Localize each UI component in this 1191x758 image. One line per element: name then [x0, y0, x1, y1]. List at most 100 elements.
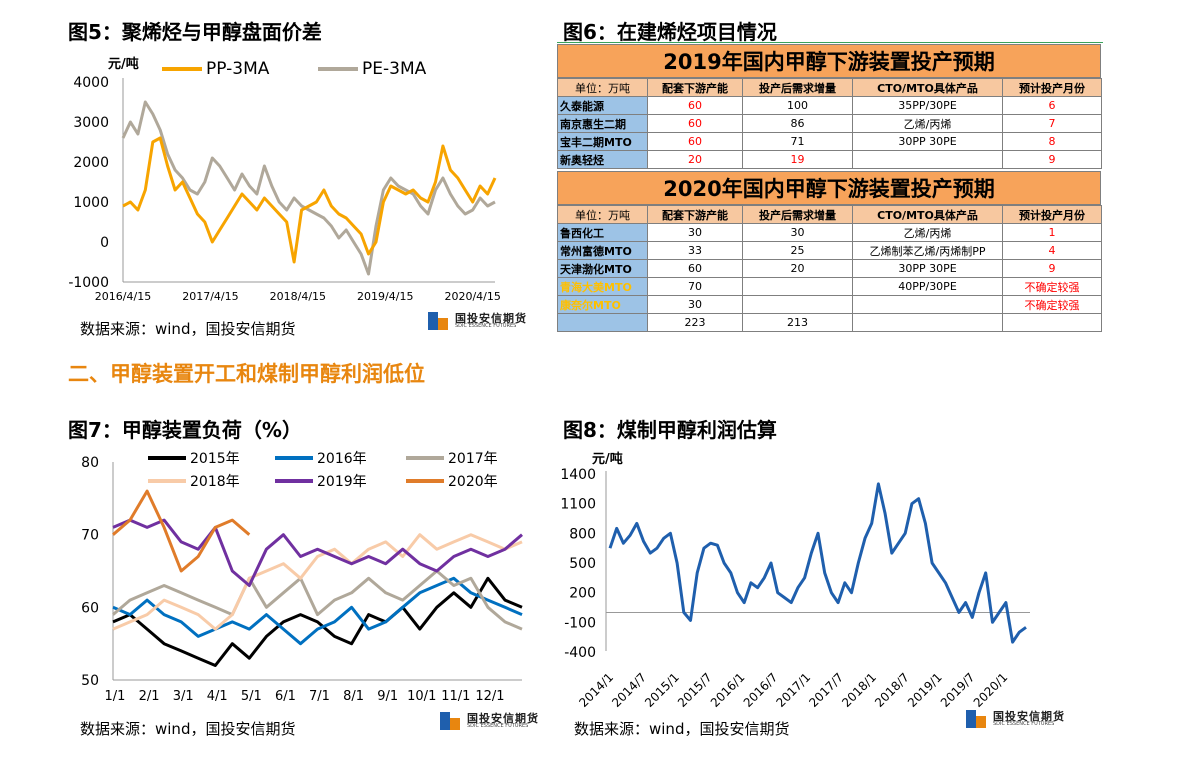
fig5-ytick-label: -1000	[68, 275, 109, 291]
t2019-cell: 60	[647, 96, 743, 115]
t2020-cell: 鲁西化工	[557, 223, 648, 242]
t2020-header-cell: 配套下游产能	[647, 205, 743, 224]
fig5-xtick-label: 2017/4/15	[182, 290, 238, 303]
fig8-xtick-label: 2014/1	[576, 670, 616, 710]
fig8-xtick-label: 2018/7	[872, 670, 912, 710]
fig5-chart: 元/吨 4000 3000 2000 1000 0 -1000 2016/4/15 2017…	[68, 56, 501, 303]
t2019-table: 单位：万吨 配套下游产能 投产后需求增量 CTO/MTO具体产品 预计投产月份 久泰能源 6…	[557, 78, 1102, 169]
t2020-cell: 30	[647, 223, 743, 242]
t2020-cell: 常州富德MTO	[557, 241, 648, 260]
t2019-row: 宝丰二期MTO 60 71 30PP 30PE 8	[557, 132, 1102, 151]
t2019-cell	[852, 150, 1003, 169]
fig8-xtick-label: 2017/7	[806, 670, 846, 710]
fig7-series-2019年	[112, 518, 523, 587]
fig7-xtick-label: 4/1	[207, 689, 228, 704]
t2020-row: 223 213	[557, 313, 1102, 332]
fig7-xtick-label: 3/1	[173, 689, 194, 704]
t2019-cell: 久泰能源	[557, 96, 648, 115]
t2020-cell: 33	[647, 241, 743, 260]
t2020-row: 天津渤化MTO 60 20 30PP 30PE 9	[557, 259, 1102, 278]
t2019-cell: 9	[1002, 150, 1102, 169]
t2020-title: 2020年国内甲醇下游装置投产预期	[557, 171, 1101, 205]
fig7-xtick-label: 11/1	[441, 689, 470, 704]
fig8-source: 数据来源：wind，国投安信期货	[574, 720, 790, 738]
fig5-legend-label: PE-3MA	[362, 59, 427, 79]
t2019-cell: 乙烯/丙烯	[852, 114, 1003, 133]
t2019-cell: 60	[647, 114, 743, 133]
fig7-xtick-label: 8/1	[343, 689, 364, 704]
fig8-logo: 国投安信期货 SDIC ESSENCE FUTURES	[966, 710, 1065, 728]
t2020-cell	[742, 295, 853, 314]
t2020-row: 青海大美MTO 70 40PP/30PE 不确定较强	[557, 277, 1102, 296]
fig8-xtick-label: 2018/1	[839, 670, 879, 710]
t2020-header-cell: 投产后需求增量	[742, 205, 853, 224]
t2020-cell: 213	[742, 313, 853, 332]
fig8-ytick-label: -400	[564, 645, 596, 661]
fig8-xtick-label: 2019/7	[938, 670, 978, 710]
fig8-chart: 元/吨 1400 1100 800 500 200 -100 -400 2014/12014…	[560, 451, 1030, 710]
t2019-cell: 100	[742, 96, 853, 115]
fig5-series-PP-3MA	[122, 136, 497, 264]
t2020-row: 康奈尔MTO 30 不确定较强	[557, 295, 1102, 314]
fig7-ytick-label: 80	[81, 455, 99, 471]
fig7-xtick-label: 2/1	[139, 689, 160, 704]
fig7-xtick-label: 10/1	[407, 689, 436, 704]
fig7-ytick-label: 60	[81, 600, 99, 616]
t2019-cell: 60	[647, 132, 743, 151]
t2019-row: 南京惠生二期 60 86 乙烯/丙烯 7	[557, 114, 1102, 133]
t2020-row: 常州富德MTO 33 25 乙烯制苯乙烯/丙烯制PP 4	[557, 241, 1102, 260]
t2020-cell: 223	[647, 313, 743, 332]
t2020-cell: 20	[742, 259, 853, 278]
sdic-logo-icon	[440, 712, 462, 730]
t2019-cell: 20	[647, 150, 743, 169]
t2019-title: 2019年国内甲醇下游装置投产预期	[557, 44, 1101, 78]
fig6-title: 图6：在建烯烃项目情况	[563, 20, 777, 44]
t2020-table: 单位：万吨 配套下游产能 投产后需求增量 CTO/MTO具体产品 预计投产月份 鲁西化工 3…	[557, 205, 1102, 332]
fig8-title: 图8：煤制甲醇利润估算	[563, 418, 777, 442]
t2020-row: 鲁西化工 30 30 乙烯/丙烯 1	[557, 223, 1102, 242]
fig6-table-frame	[557, 42, 1103, 341]
t2020-cell: 60	[647, 259, 743, 278]
t2020-cell: 70	[647, 277, 743, 296]
t2019-cell: 南京惠生二期	[557, 114, 648, 133]
fig5-ytick-label: 0	[100, 235, 109, 251]
t2019-cell: 新奥轻烃	[557, 150, 648, 169]
fig8-ytick-label: 800	[569, 526, 596, 542]
fig7-ytick-label: 50	[81, 673, 99, 689]
t2020-cell: 30	[647, 295, 743, 314]
t2019-cell: 19	[742, 150, 853, 169]
t2020-cell: 1	[1002, 223, 1102, 242]
fig5-xtick-label: 2018/4/15	[270, 290, 326, 303]
fig8-xtick-label: 2015/1	[642, 670, 682, 710]
t2019-row: 新奥轻烃 20 19 9	[557, 150, 1102, 169]
t2020-cell: 乙烯制苯乙烯/丙烯制PP	[852, 241, 1003, 260]
fig8-ytick-label: 500	[569, 556, 596, 572]
fig7-title: 图7：甲醇装置负荷（%）	[68, 418, 302, 442]
fig7-series-2016年	[112, 576, 523, 646]
fig8-ytick-label: 1400	[560, 467, 596, 483]
t2020-cell: 不确定较强	[1002, 295, 1102, 314]
t2020-cell	[557, 313, 648, 332]
fig8-xtick-label: 2014/7	[609, 670, 649, 710]
t2019-header-cell: CTO/MTO具体产品	[852, 78, 1003, 97]
fig7-xtick-label: 6/1	[275, 689, 296, 704]
fig5-logo: 国投安信期货 SDIC ESSENCE FUTURES	[428, 312, 527, 330]
t2020-cell: 乙烯/丙烯	[852, 223, 1003, 242]
fig7-source: 数据来源：wind，国投安信期货	[80, 720, 296, 738]
fig7-series-2015年	[112, 576, 523, 667]
t2019-cell: 30PP 30PE	[852, 132, 1003, 151]
fig5-ytick-label: 3000	[73, 115, 109, 131]
fig7-xtick-label: 1/1	[105, 689, 126, 704]
fig5-xtick-label: 2016/4/15	[95, 290, 151, 303]
fig7-chart: 80 70 60 50 1/1 2/1 3/1 4/1 5/1 6/1 7/1 8/1 9/1 10/1…	[81, 451, 523, 704]
t2020-cell: 青海大美MTO	[557, 277, 648, 296]
fig7-legend-label: 2018年	[190, 474, 240, 490]
fig8-ytick-label: 200	[569, 586, 596, 602]
sdic-logo-icon	[966, 710, 988, 728]
fig8-series-profit	[608, 482, 1027, 644]
t2020-header-cell: 预计投产月份	[1002, 205, 1102, 224]
t2020-cell: 不确定较强	[1002, 277, 1102, 296]
fig5-title: 图5：聚烯烃与甲醇盘面价差	[68, 20, 322, 44]
t2020-header-cell: CTO/MTO具体产品	[852, 205, 1003, 224]
fig7-xtick-label: 12/1	[475, 689, 504, 704]
